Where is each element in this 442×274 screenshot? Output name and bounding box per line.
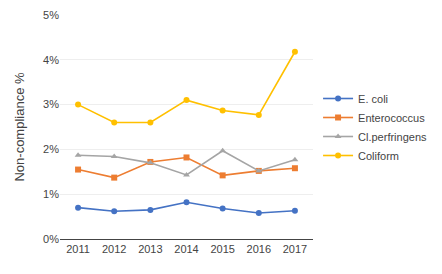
svg-text:2016: 2016 [247, 243, 271, 255]
svg-text:Enterococcus: Enterococcus [358, 112, 425, 124]
svg-text:Coliform: Coliform [358, 150, 399, 162]
svg-text:0%: 0% [43, 233, 59, 245]
svg-text:5%: 5% [43, 9, 59, 21]
svg-text:2017: 2017 [283, 243, 307, 255]
svg-text:2012: 2012 [102, 243, 126, 255]
svg-text:1%: 1% [43, 188, 59, 200]
svg-text:2015: 2015 [210, 243, 234, 255]
svg-text:E. coli: E. coli [358, 93, 388, 105]
svg-text:2013: 2013 [138, 243, 162, 255]
svg-text:3%: 3% [43, 98, 59, 110]
svg-text:2014: 2014 [174, 243, 198, 255]
svg-text:Non-compliance %: Non-compliance % [12, 72, 27, 182]
svg-text:4%: 4% [43, 54, 59, 66]
svg-text:2011: 2011 [66, 243, 90, 255]
svg-text:2%: 2% [43, 143, 59, 155]
svg-text:Cl.perfringens: Cl.perfringens [358, 131, 427, 143]
